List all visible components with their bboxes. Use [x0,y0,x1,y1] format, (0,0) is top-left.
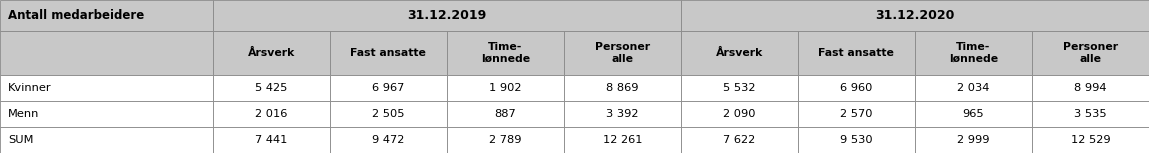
Text: 2 016: 2 016 [255,109,287,119]
Text: 12 529: 12 529 [1071,135,1110,145]
Text: 8 994: 8 994 [1074,83,1106,93]
Bar [0,0,213,31]
Text: 1 902: 1 902 [489,83,522,93]
Text: 7 441: 7 441 [255,135,287,145]
Bar [1032,101,1149,127]
Text: 2 789: 2 789 [489,135,522,145]
Text: 7 622: 7 622 [723,135,755,145]
Text: 31.12.2019: 31.12.2019 [407,9,486,22]
Bar [680,101,797,127]
Text: 3 535: 3 535 [1074,109,1106,119]
Text: 9 472: 9 472 [372,135,404,145]
Text: Time-
lønnede: Time- lønnede [949,42,998,64]
Text: Personer
alle: Personer alle [1063,42,1118,64]
Bar [0,75,213,101]
Bar [213,101,330,127]
Bar [1032,75,1149,101]
Text: Fast ansatte: Fast ansatte [818,48,894,58]
Text: 2 999: 2 999 [957,135,989,145]
Bar [447,75,564,101]
Bar [447,127,564,153]
Bar [330,75,447,101]
Text: 8 869: 8 869 [606,83,639,93]
Text: 6 960: 6 960 [840,83,872,93]
Text: 6 967: 6 967 [372,83,404,93]
Text: 9 530: 9 530 [840,135,873,145]
Text: 887: 887 [494,109,516,119]
Bar [447,31,564,75]
Bar [1032,127,1149,153]
Bar [680,31,797,75]
Bar [564,31,680,75]
Bar [680,75,797,101]
Text: Kvinner: Kvinner [8,83,52,93]
Bar [797,101,915,127]
Bar [330,127,447,153]
Text: Antall medarbeidere: Antall medarbeidere [8,9,145,22]
Bar [680,0,1149,31]
Bar [213,31,330,75]
Text: 12 261: 12 261 [602,135,642,145]
Text: Personer
alle: Personer alle [595,42,650,64]
Text: 2 570: 2 570 [840,109,872,119]
Text: 2 034: 2 034 [957,83,989,93]
Bar [915,127,1032,153]
Text: 5 532: 5 532 [723,83,756,93]
Bar [213,127,330,153]
Bar [0,127,213,153]
Bar [797,31,915,75]
Bar [213,0,680,31]
Text: Årsverk: Årsverk [247,48,294,58]
Text: SUM: SUM [8,135,33,145]
Bar [564,75,680,101]
Bar [915,31,1032,75]
Text: Time-
lønnede: Time- lønnede [480,42,530,64]
Bar [915,101,1032,127]
Bar [447,101,564,127]
Bar [564,101,680,127]
Bar [797,75,915,101]
Bar [213,75,330,101]
Text: 2 505: 2 505 [372,109,404,119]
Bar [330,31,447,75]
Bar [0,101,213,127]
Text: 3 392: 3 392 [606,109,639,119]
Bar [330,101,447,127]
Bar [564,127,680,153]
Bar [1032,31,1149,75]
Bar [915,75,1032,101]
Text: 31.12.2020: 31.12.2020 [876,9,955,22]
Bar [0,31,213,75]
Text: Fast ansatte: Fast ansatte [350,48,426,58]
Text: Årsverk: Årsverk [716,48,763,58]
Bar [680,127,797,153]
Text: 2 090: 2 090 [723,109,756,119]
Text: 965: 965 [963,109,985,119]
Text: Menn: Menn [8,109,39,119]
Bar [797,127,915,153]
Text: 5 425: 5 425 [255,83,287,93]
